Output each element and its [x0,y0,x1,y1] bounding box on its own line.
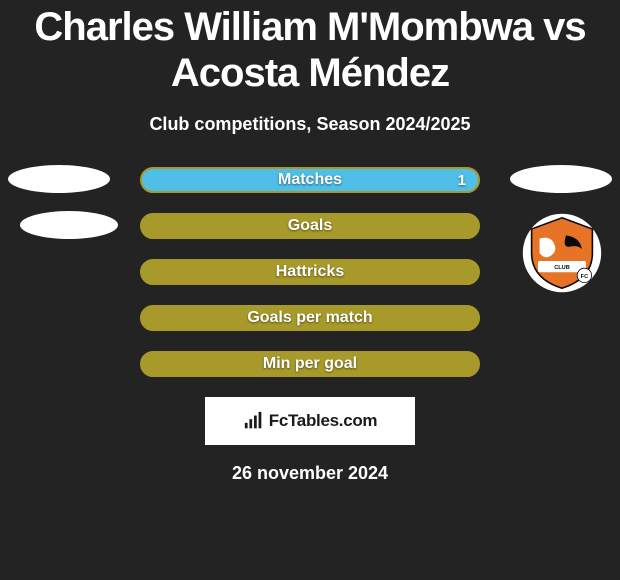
stat-bar: Goals [140,213,480,239]
chart-icon [243,410,265,432]
footer-site-name: FcTables.com [269,411,378,431]
svg-text:CLUB: CLUB [554,265,570,271]
stat-bar: Goals per match [140,305,480,331]
left-player-ellipse-1 [8,165,110,193]
stats-area: CLUB FC Matches 1 Goals Hattricks Goals per … [0,167,620,377]
stat-value-right: 1 [458,172,466,189]
stat-row: Hattricks [10,259,610,285]
stat-row: Min per goal [10,351,610,377]
stat-bar: Min per goal [140,351,480,377]
stat-label: Min per goal [263,355,357,373]
stat-label: Matches [278,171,342,189]
footer-attribution: FcTables.com [205,397,415,445]
svg-text:FC: FC [581,274,588,280]
stat-label: Goals [288,217,332,235]
stat-bar: Matches 1 [140,167,480,193]
left-player-ellipse-2 [20,211,118,239]
right-player-ellipse-1 [510,165,612,193]
stat-label: Hattricks [276,263,344,281]
stat-label: Goals per match [247,309,372,327]
shield-icon: CLUB FC [522,213,602,293]
stat-row: Goals per match [10,305,610,331]
subtitle: Club competitions, Season 2024/2025 [0,114,620,135]
club-badge: CLUB FC [522,213,602,298]
date-text: 26 november 2024 [0,463,620,484]
stat-bar: Hattricks [140,259,480,285]
page-title: Charles William M'Mombwa vs Acosta Ménde… [0,0,620,96]
